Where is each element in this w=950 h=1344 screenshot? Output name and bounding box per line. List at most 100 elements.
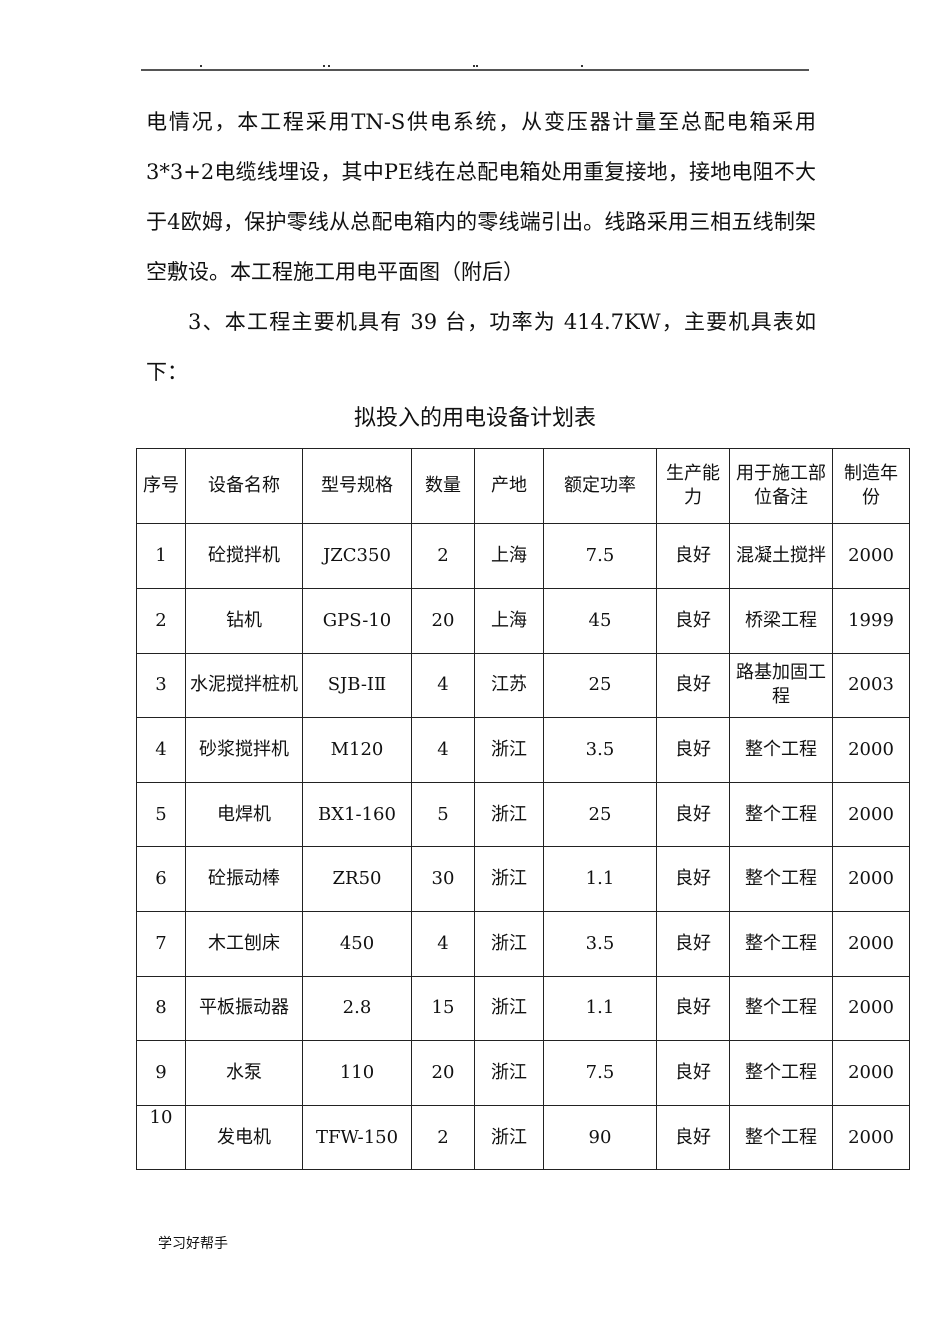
table-cell: 浙江: [474, 1040, 544, 1106]
equipment-table: 序号 设备名称 型号规格 数量 产地 额定功率 生产能力 用于施工部位备注 制造年份 1 砼搅拌机…: [136, 448, 910, 1171]
table-cell: 4: [411, 910, 475, 977]
table-cell: 上海: [474, 523, 544, 589]
table-cell: 平板振动器: [185, 975, 303, 1042]
table-cell: 混凝土搅拌: [729, 523, 833, 589]
table-cell: 桥梁工程: [729, 588, 833, 654]
table-cell: SJB-ⅠⅡ: [302, 652, 412, 719]
table-row: 4 砂浆搅拌机 M120 4 浙江 3.5 良好 整个工程 2000: [136, 717, 910, 783]
table-row: 10 发电机 TFW-150 2 浙江 90 良好 整个工程 2000: [136, 1104, 910, 1171]
column-header: 设备名称: [185, 448, 303, 524]
column-header: 产地: [474, 448, 544, 524]
table-cell: 良好: [656, 1040, 730, 1106]
table-cell: 整个工程: [729, 781, 833, 848]
table-cell: 整个工程: [729, 910, 833, 977]
table-cell: ZR50: [302, 846, 412, 912]
table-cell: 4: [411, 652, 475, 719]
table-cell: 砂浆搅拌机: [185, 717, 303, 783]
table-cell: 整个工程: [729, 1104, 833, 1171]
table-cell: 浙江: [474, 846, 544, 912]
table-cell: 5: [411, 781, 475, 848]
header-mark: [323, 65, 325, 67]
table-row: 7 木工刨床 450 4 浙江 3.5 良好 整个工程 2000: [136, 910, 910, 977]
column-header: 制造年份: [832, 448, 910, 524]
table-cell: TFW-150: [302, 1104, 412, 1171]
table-cell: 90: [543, 1104, 657, 1171]
header-mark: [200, 65, 202, 67]
table-cell: M120: [302, 717, 412, 783]
table-cell: 钻机: [185, 588, 303, 654]
body-paragraph-1: 电情况，本工程采用TN-S供电系统，从变压器计量至总配电箱采用3*3+2电缆线埋…: [146, 110, 816, 284]
table-cell: 木工刨床: [185, 910, 303, 977]
table-cell: GPS-10: [302, 588, 412, 654]
header-rule: [141, 69, 809, 71]
table-cell: 浙江: [474, 717, 544, 783]
table-cell: 5: [136, 781, 186, 848]
table-cell: 2000: [832, 910, 910, 977]
table-row: 1 砼搅拌机 JZC350 2 上海 7.5 良好 混凝土搅拌 2000: [136, 523, 910, 589]
table-cell: 7.5: [543, 1040, 657, 1106]
table-cell: 20: [411, 1040, 475, 1106]
table-cell: 良好: [656, 717, 730, 783]
table-cell: JZC350: [302, 523, 412, 589]
table-cell: 2000: [832, 1104, 910, 1171]
table-cell: 7.5: [543, 523, 657, 589]
table-cell: 20: [411, 588, 475, 654]
table-cell: 3.5: [543, 717, 657, 783]
table-row: 9 水泵 110 20 浙江 7.5 良好 整个工程 2000: [136, 1040, 910, 1106]
table-cell: 良好: [656, 588, 730, 654]
table-cell: 25: [543, 781, 657, 848]
table-cell: 10: [136, 1104, 186, 1171]
table-cell: 良好: [656, 910, 730, 977]
table-row: 2 钻机 GPS-10 20 上海 45 良好 桥梁工程 1999: [136, 588, 910, 654]
body-paragraph-2: 3、本工程主要机具有 39 台，功率为 414.7KW，主要机具表如下：: [146, 310, 816, 384]
table-cell: 110: [302, 1040, 412, 1106]
table-cell: 整个工程: [729, 846, 833, 912]
column-header: 序号: [136, 448, 186, 524]
table-title: 拟投入的用电设备计划表: [353, 406, 596, 431]
table-cell: 4: [411, 717, 475, 783]
table-cell: 上海: [474, 588, 544, 654]
header-mark: [581, 65, 583, 67]
table-cell: 江苏: [474, 652, 544, 719]
table-cell: 8: [136, 975, 186, 1042]
table-cell: 1999: [832, 588, 910, 654]
table-cell: 2000: [832, 717, 910, 783]
table-row: 3 水泥搅拌桩机 SJB-ⅠⅡ 4 江苏 25 良好 路基加固工程 2003: [136, 652, 910, 719]
table-cell: 良好: [656, 781, 730, 848]
header-mark: [476, 65, 478, 67]
table-cell: 整个工程: [729, 1040, 833, 1106]
table-cell: 浙江: [474, 1104, 544, 1171]
table-cell: 发电机: [185, 1104, 303, 1171]
table-cell: 良好: [656, 975, 730, 1042]
table-cell: 2000: [832, 1040, 910, 1106]
table-cell: 浙江: [474, 781, 544, 848]
table-cell: 整个工程: [729, 975, 833, 1042]
header-mark: [473, 65, 475, 67]
table-row: 8 平板振动器 2.8 15 浙江 1.1 良好 整个工程 2000: [136, 975, 910, 1042]
table-cell: 2000: [832, 523, 910, 589]
table-cell: 整个工程: [729, 717, 833, 783]
table-cell: 2003: [832, 652, 910, 719]
header-mark: [328, 65, 330, 67]
table-cell: 2000: [832, 846, 910, 912]
table-cell: 30: [411, 846, 475, 912]
table-cell: 良好: [656, 1104, 730, 1171]
table-cell: 7: [136, 910, 186, 977]
table-header-row: 序号 设备名称 型号规格 数量 产地 额定功率 生产能力 用于施工部位备注 制造年份: [136, 448, 910, 524]
table-cell: 良好: [656, 846, 730, 912]
table-cell: 2000: [832, 781, 910, 848]
table-cell: 良好: [656, 652, 730, 719]
table-cell: 良好: [656, 523, 730, 589]
table-cell: 2: [136, 588, 186, 654]
table-cell: 1: [136, 523, 186, 589]
table-cell: 9: [136, 1040, 186, 1106]
table-cell: 1.1: [543, 975, 657, 1042]
table-cell: 2: [411, 1104, 475, 1171]
table-cell: 4: [136, 717, 186, 783]
table-cell: 450: [302, 910, 412, 977]
table-cell: 3.5: [543, 910, 657, 977]
table-cell: 电焊机: [185, 781, 303, 848]
table-cell: 路基加固工程: [729, 652, 833, 719]
column-header: 型号规格: [302, 448, 412, 524]
table-cell: 浙江: [474, 910, 544, 977]
